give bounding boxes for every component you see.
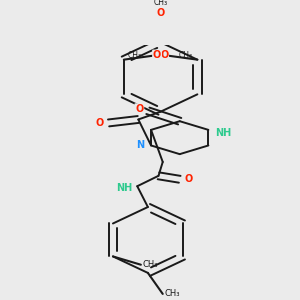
Text: CH₃: CH₃ bbox=[179, 51, 193, 60]
Text: CH₃: CH₃ bbox=[128, 51, 142, 60]
Text: CH₃: CH₃ bbox=[154, 0, 168, 7]
Text: CH₃: CH₃ bbox=[165, 290, 180, 298]
Text: O: O bbox=[157, 8, 165, 18]
Text: O: O bbox=[135, 104, 143, 114]
Text: CH₃: CH₃ bbox=[143, 260, 158, 269]
Text: O: O bbox=[184, 174, 192, 184]
Text: O: O bbox=[153, 50, 161, 60]
Text: N: N bbox=[136, 140, 145, 151]
Text: NH: NH bbox=[116, 183, 133, 193]
Text: O: O bbox=[160, 50, 168, 60]
Text: NH: NH bbox=[215, 128, 231, 138]
Text: O: O bbox=[96, 118, 104, 128]
